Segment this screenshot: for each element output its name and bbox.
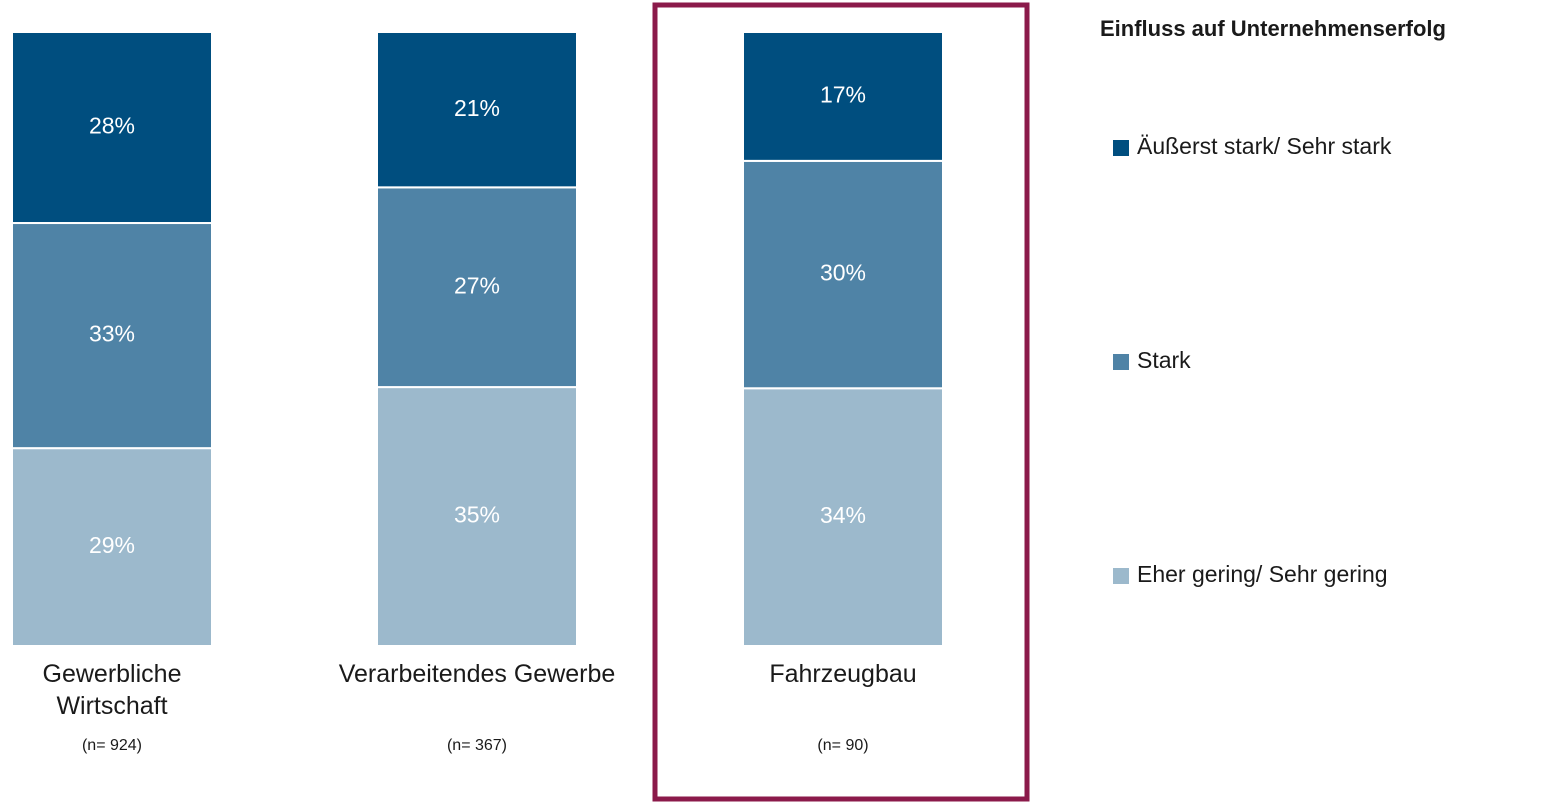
value-label: 30% — [820, 260, 866, 286]
sample-size: (n= 90) — [817, 737, 869, 754]
sample-size: (n= 367) — [446, 737, 508, 754]
value-label: 28% — [89, 113, 135, 139]
category-label: Fahrzeugbau — [769, 660, 917, 688]
highlight-box — [652, 2, 1030, 802]
value-label: 29% — [89, 532, 135, 558]
legend-label: Stark — [1137, 347, 1191, 373]
bar-segment — [376, 386, 578, 647]
bar-segment — [11, 222, 213, 450]
category-label: Gewerbliche Wirtschaft — [42, 660, 182, 720]
legend-label: Eher gering/ Sehr gering — [1137, 561, 1388, 587]
bar-segment — [742, 31, 944, 162]
bar-segment — [11, 31, 213, 225]
value-label: 21% — [454, 95, 500, 121]
value-label: 35% — [454, 502, 500, 528]
value-label: 33% — [89, 321, 135, 347]
legend-title: Einfluss auf Unternehmenserfolg — [1100, 16, 1446, 41]
legend-swatch — [1113, 140, 1129, 156]
legend-swatch — [1113, 568, 1129, 584]
bar-segment — [376, 31, 578, 189]
value-label: 27% — [454, 272, 500, 298]
value-label: 34% — [820, 502, 866, 528]
legend-swatch — [1113, 354, 1129, 370]
sample-size: (n= 924) — [81, 737, 143, 754]
bar-segment — [11, 447, 213, 647]
bar-segment — [742, 159, 944, 390]
legend-label: Äußerst stark/ Sehr stark — [1137, 133, 1392, 159]
category-label: Verarbeitendes Gewerbe — [338, 660, 616, 688]
bar-segment — [742, 387, 944, 647]
bar-segment — [376, 186, 578, 389]
value-label: 17% — [820, 82, 866, 108]
